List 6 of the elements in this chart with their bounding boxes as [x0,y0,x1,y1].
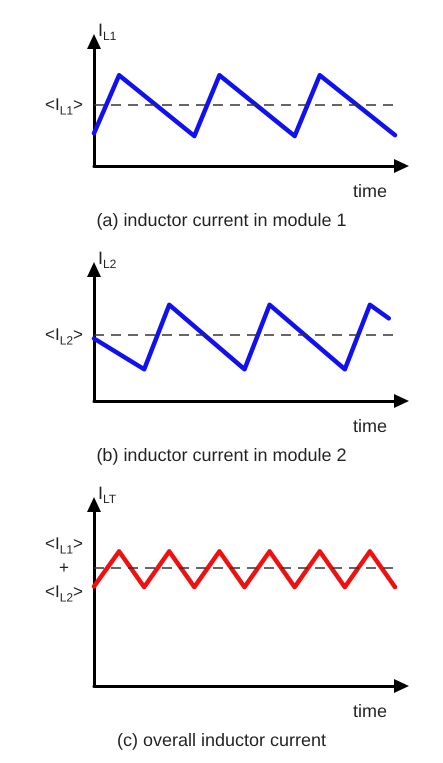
x-axis-title: time [352,416,387,436]
x-axis-title: time [352,701,387,721]
text: (c) overall inductor current [116,730,326,750]
text: (a) inductor current in module 1 [96,210,347,230]
text: (b) inductor current in module 2 [96,445,347,465]
x-axis-title: time [352,181,387,201]
